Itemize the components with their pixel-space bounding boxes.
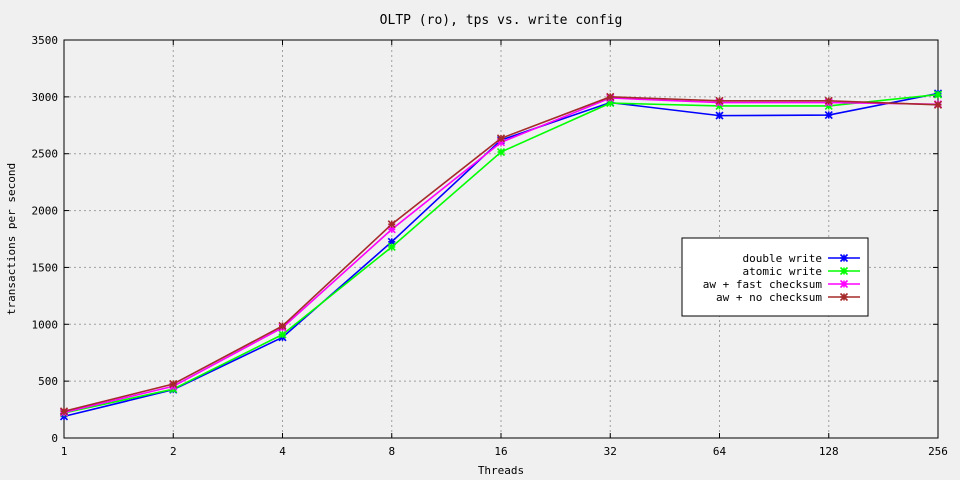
data-point (824, 110, 833, 120)
data-point (59, 407, 69, 416)
chart-title: OLTP (ro), tps vs. write config (380, 13, 623, 28)
y-tick-label: 500 (38, 375, 58, 388)
x-tick-label: 128 (819, 445, 839, 458)
y-axis-label: transactions per second (5, 163, 18, 315)
x-tick-label: 1 (61, 445, 68, 458)
x-tick-label: 32 (604, 445, 617, 458)
data-point (387, 242, 396, 252)
y-tick-label: 2000 (32, 205, 59, 218)
y-tick-label: 3500 (32, 34, 59, 47)
x-tick-label: 2 (170, 445, 177, 458)
legend-label: atomic write (743, 265, 822, 278)
legend-label: aw + no checksum (716, 291, 822, 304)
data-point (824, 96, 833, 105)
legend-box (681, 237, 869, 317)
data-point (933, 90, 943, 99)
data-point (278, 321, 287, 331)
x-tick-label: 4 (279, 445, 286, 458)
data-point (387, 220, 396, 229)
legend-marker (839, 253, 849, 263)
data-point (496, 147, 506, 157)
data-point (278, 330, 287, 339)
legend-label: double write (743, 252, 822, 265)
axis-ticks: 0 500 1000 1500 2000 2500 3000 3500 1 2 4 8 16 32 64 12… (32, 34, 948, 458)
y-tick-label: 1500 (32, 261, 59, 274)
series-3 (59, 92, 943, 416)
legend-marker (839, 266, 849, 276)
y-tick-label: 3000 (32, 91, 59, 104)
y-tick-label: 0 (51, 432, 58, 445)
y-tick-label: 2500 (32, 148, 59, 161)
data-point (169, 379, 178, 389)
data-point (715, 111, 724, 120)
x-axis-label: Threads (478, 464, 524, 477)
data-point (606, 92, 615, 101)
series-lines (59, 89, 943, 421)
legend-marker (839, 292, 849, 302)
data-point (933, 100, 943, 109)
data-point (715, 96, 724, 105)
x-tick-label: 64 (713, 445, 727, 458)
y-tick-label: 1000 (32, 318, 59, 331)
x-tick-label: 16 (494, 445, 507, 458)
x-tick-label: 8 (388, 445, 395, 458)
legend-marker (839, 279, 849, 289)
legend-label: aw + fast checksum (703, 278, 823, 291)
data-point (496, 134, 506, 143)
x-tick-label: 256 (928, 445, 948, 458)
